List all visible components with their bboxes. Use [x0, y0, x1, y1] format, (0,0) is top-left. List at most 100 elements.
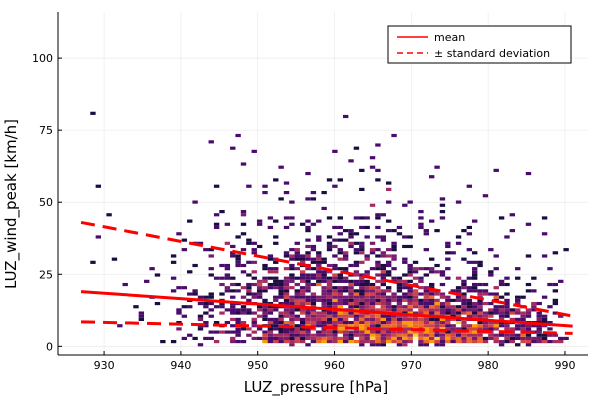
density-cell — [439, 270, 446, 274]
density-cell — [541, 333, 548, 337]
density-cell — [181, 314, 188, 318]
density-cell — [310, 327, 317, 331]
density-cell — [283, 333, 290, 337]
density-cell — [267, 276, 274, 280]
tick-labels: 930 940 950 960 970 980 990 0 25 50 75 100 — [32, 52, 575, 372]
density-cell — [256, 222, 263, 226]
density-cell — [273, 267, 279, 271]
density-cell — [353, 320, 360, 325]
density-cell — [375, 260, 381, 264]
x-tick-label: 930 — [94, 359, 115, 372]
density-cell — [423, 295, 429, 299]
density-cell — [461, 282, 467, 287]
series-lines — [80, 220, 573, 335]
density-cell — [509, 308, 516, 312]
density-cell — [299, 260, 306, 264]
density-cell — [208, 301, 214, 306]
density-cell — [412, 270, 419, 274]
density-cell — [321, 317, 327, 321]
density-cell — [192, 263, 198, 268]
density-cell — [429, 320, 435, 325]
density-cell — [429, 270, 435, 274]
density-cell — [455, 298, 462, 302]
density-cell — [396, 340, 403, 344]
density-cell — [310, 267, 317, 271]
density-cell — [321, 276, 327, 280]
density-cell — [359, 324, 365, 328]
density-cell — [375, 279, 381, 283]
density-cell — [326, 305, 333, 309]
density-cell — [246, 311, 252, 315]
density-cell — [493, 333, 499, 337]
density-cell — [488, 273, 494, 277]
density-cell — [450, 308, 456, 312]
density-cell — [418, 286, 424, 290]
density-cell — [552, 298, 559, 302]
density-cell — [429, 327, 435, 331]
density-cell — [299, 336, 306, 341]
density-cell — [418, 311, 424, 315]
density-cell — [461, 292, 467, 296]
density-cell — [552, 333, 559, 337]
density-cell — [391, 292, 397, 296]
density-cell — [289, 308, 295, 312]
density-cell — [283, 320, 290, 325]
density-cell — [294, 327, 300, 331]
density-cell — [364, 314, 370, 318]
density-cell — [391, 333, 397, 337]
density-cell — [305, 229, 311, 233]
density-cell — [316, 257, 322, 261]
density-cell — [337, 232, 343, 236]
density-cell — [472, 327, 478, 331]
density-cell — [187, 270, 193, 274]
density-cell — [289, 336, 295, 341]
density-cell — [224, 289, 231, 293]
density-cell — [364, 257, 370, 261]
density-cell — [342, 238, 349, 242]
density-cell — [439, 295, 446, 299]
density-cell — [348, 235, 354, 239]
density-cell — [332, 336, 338, 341]
density-cell — [256, 289, 263, 293]
density-cell — [310, 314, 317, 318]
density-cell — [348, 241, 354, 245]
density-cell — [439, 308, 446, 312]
density-cell — [326, 289, 333, 293]
density-cell — [407, 263, 413, 268]
density-cell — [455, 241, 462, 245]
density-cell — [342, 340, 349, 344]
density-cell — [138, 317, 145, 321]
density-cell — [342, 251, 349, 255]
density-cell — [461, 308, 467, 312]
density-cell — [240, 305, 247, 309]
density-cell — [316, 273, 322, 277]
density-cell — [181, 286, 188, 290]
density-cell — [348, 333, 354, 337]
density-cell — [385, 181, 392, 185]
density-cell — [337, 324, 343, 328]
density-cell — [407, 317, 413, 321]
density-cell — [213, 276, 220, 280]
density-cell — [321, 311, 327, 315]
density-cell — [402, 343, 408, 347]
density-cell — [455, 235, 462, 239]
density-cell — [385, 263, 392, 268]
density-cell — [208, 254, 214, 258]
std-line — [81, 320, 573, 335]
density-cell — [267, 340, 274, 344]
density-cell — [385, 270, 392, 274]
density-cell — [353, 216, 360, 220]
density-cell — [289, 248, 295, 252]
density-cell — [477, 340, 483, 344]
density-cell — [294, 251, 300, 255]
density-cell — [348, 289, 354, 293]
density-cell — [299, 286, 306, 290]
density-cell — [455, 333, 462, 337]
density-cell — [342, 324, 349, 328]
density-cell — [375, 225, 381, 230]
density-cell — [525, 327, 532, 331]
density-cell — [402, 330, 408, 334]
density-cell — [541, 232, 548, 236]
density-cell — [369, 324, 376, 328]
density-cell — [461, 298, 467, 302]
